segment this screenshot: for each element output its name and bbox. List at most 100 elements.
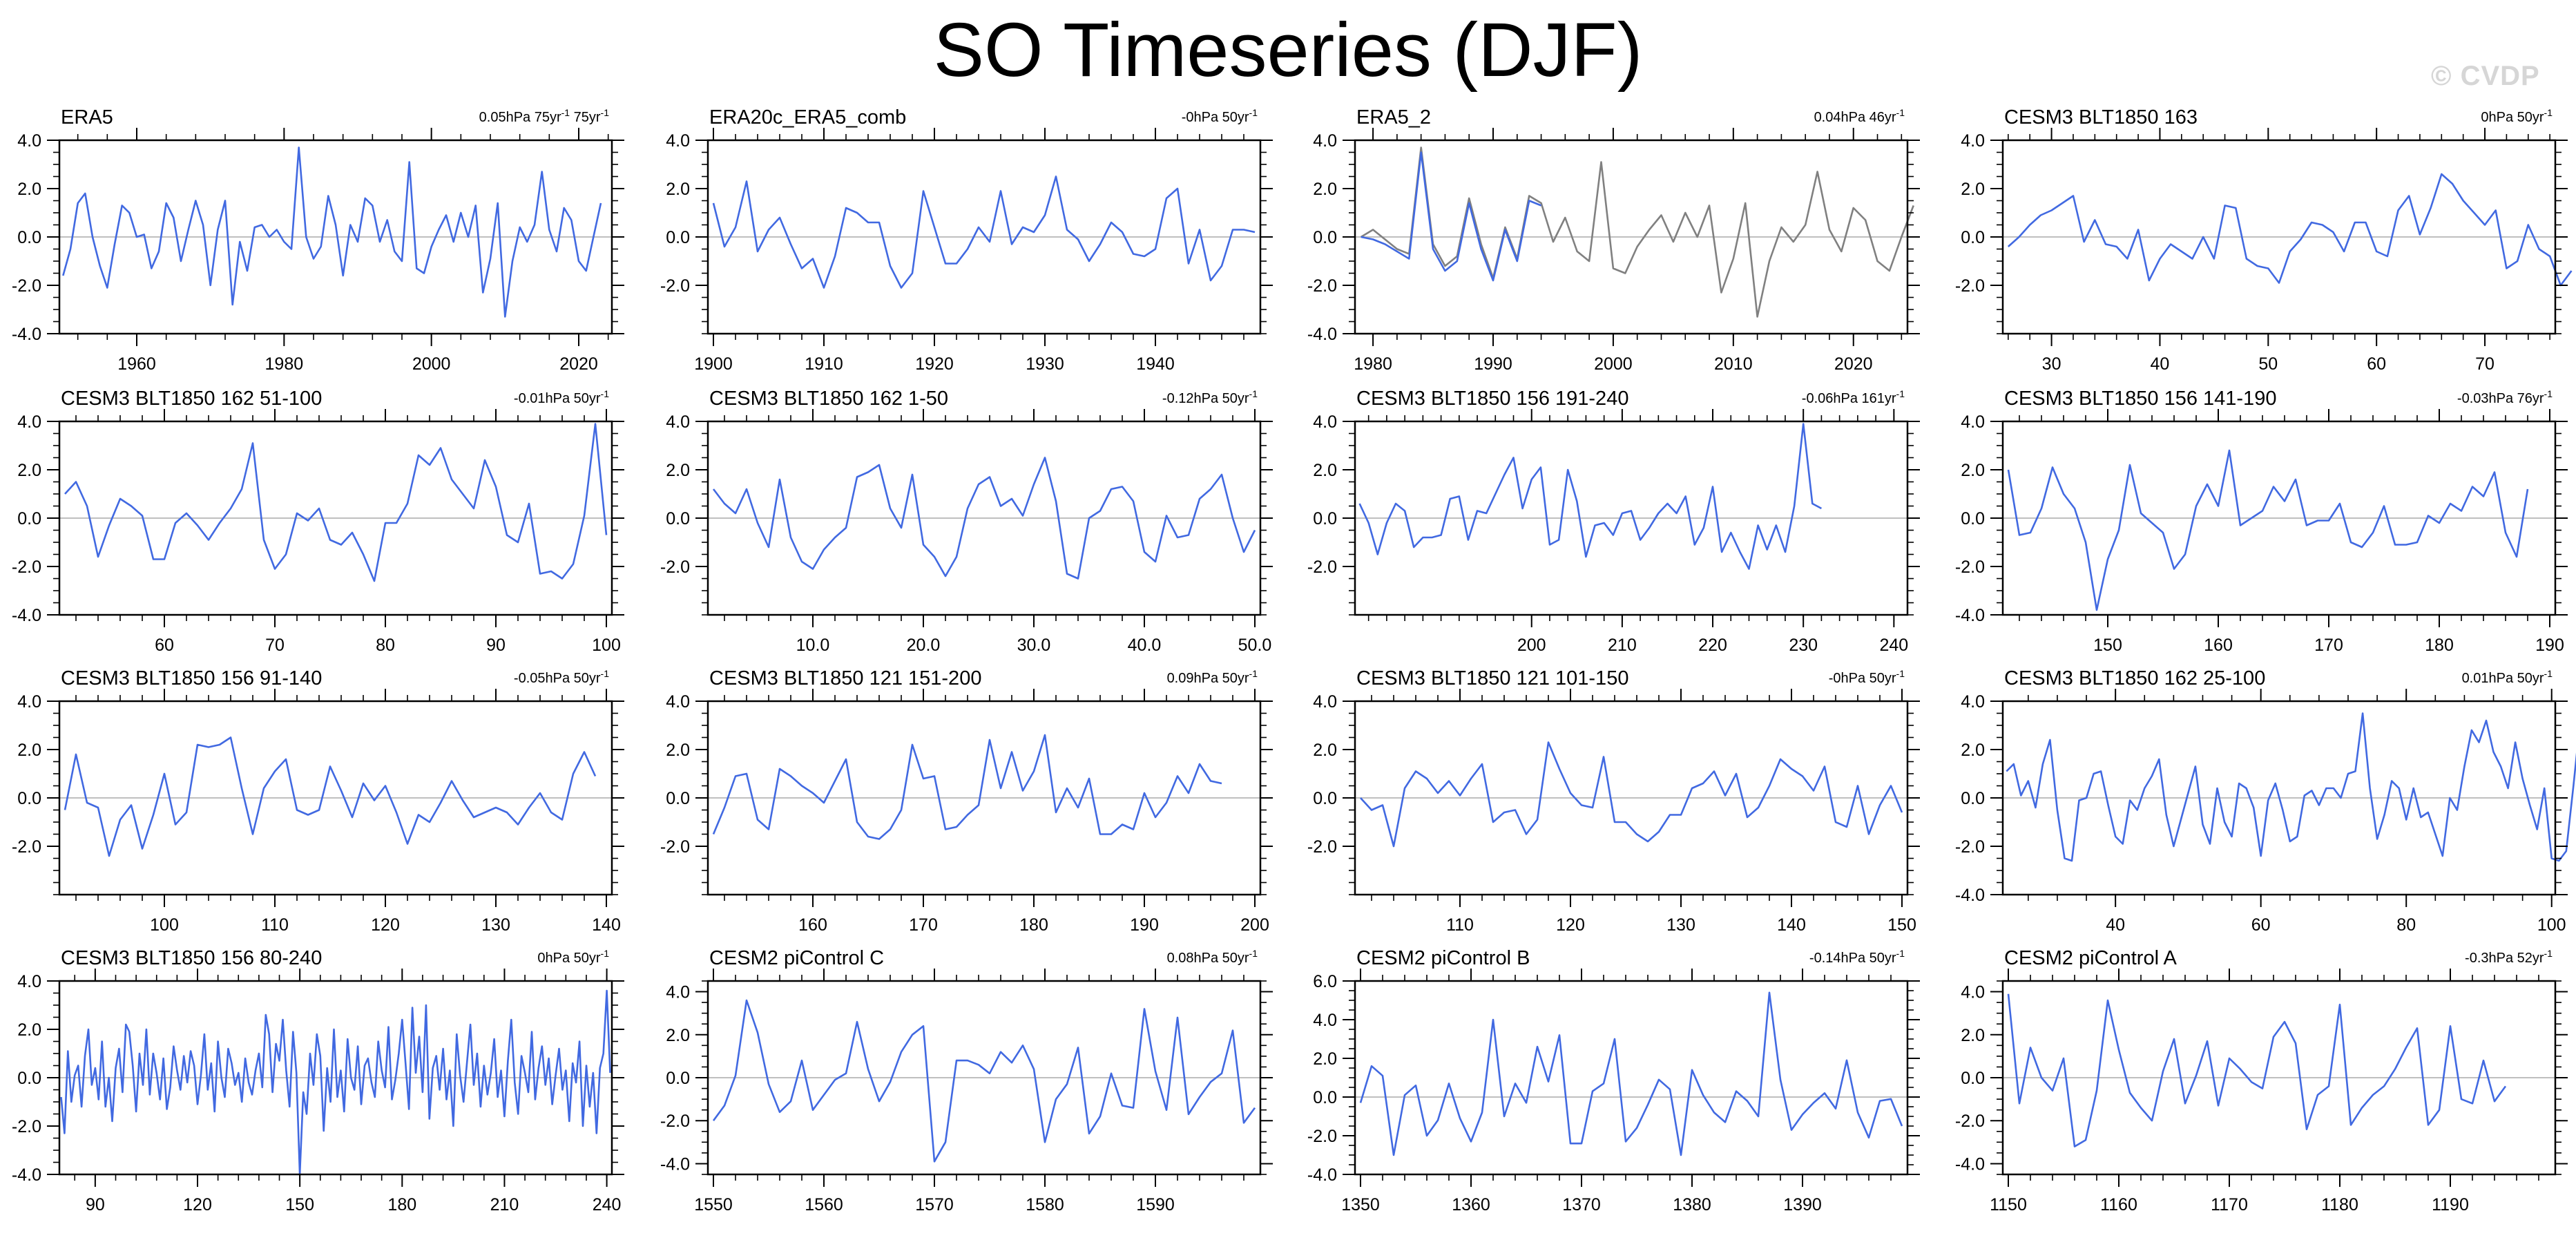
y-tick-label: 0.0 [1313, 228, 1337, 247]
x-tick-label: 1980 [265, 354, 304, 374]
y-tick-label: 0.0 [666, 1069, 690, 1088]
y-tick-label: 2.0 [666, 741, 690, 760]
x-tick-label: 1360 [1452, 1195, 1490, 1214]
series-line-1 [1358, 423, 1823, 570]
x-tick-label: 2010 [1714, 354, 1753, 374]
chart-panel-5: 60 70 80 90 100 -4.0 -2.0 0.0 2.0 4.0 CESM3 BLT185… [12, 388, 624, 655]
x-tick-label: 1900 [694, 354, 733, 374]
x-tick-label: 230 [1789, 636, 1818, 655]
x-tick-label: 1170 [2211, 1195, 2248, 1214]
x-tick-label: 120 [1556, 915, 1585, 935]
y-tick-label: 4.0 [1961, 983, 1985, 1002]
trend-label: -0.03hPa 76yr-1 [2457, 388, 2553, 406]
x-tick-label: 40 [2151, 354, 2170, 374]
x-tick-label: 160 [2204, 636, 2233, 655]
y-tick-label: -2.0 [1955, 1112, 1985, 1131]
x-tick-label: 100 [2537, 915, 2566, 935]
series-line-1 [64, 423, 608, 582]
y-tick-label: 4.0 [1961, 412, 1985, 432]
series-line-1 [2007, 449, 2529, 611]
y-tick-label: 2.0 [1313, 180, 1337, 199]
series-line-1 [2006, 712, 2576, 862]
chart-panel-4: 30 40 50 60 70 -2.0 0.0 2.0 4.0 CESM3 BLT1850 163… [1955, 106, 2573, 374]
x-tick-label: 180 [387, 1195, 416, 1214]
x-tick-label: 90 [486, 636, 506, 655]
y-tick-label: 4.0 [17, 972, 41, 991]
panel-title: CESM2 piControl C [709, 947, 884, 969]
y-tick-label: -2.0 [660, 1112, 690, 1131]
series-line-1 [2007, 173, 2573, 287]
series-line-1 [712, 175, 1256, 289]
x-tick-label: 170 [909, 915, 938, 935]
x-tick-label: 50.0 [1238, 636, 1272, 655]
chart-panel-8: 150 160 170 180 190 -4.0 -2.0 0.0 2.0 4.0 CESM3 BL… [1955, 388, 2568, 655]
y-tick-label: 4.0 [1961, 692, 1985, 712]
y-tick-label: 2.0 [17, 1020, 41, 1040]
y-tick-label: -2.0 [660, 276, 690, 296]
y-tick-label: 0.0 [17, 789, 41, 808]
chart-panel-2: 1900 1910 1920 1930 1940 -2.0 0.0 2.0 4.0 ERA20c_… [660, 106, 1273, 374]
y-tick-label: 0.0 [1961, 509, 1985, 528]
y-tick-label: 4.0 [1313, 692, 1337, 712]
y-tick-label: 2.0 [1313, 1049, 1337, 1069]
trend-label: 0.08hPa 50yr-1 [1167, 948, 1258, 966]
trend-label: -0.06hPa 161yr-1 [1802, 388, 1905, 406]
series-line-1 [712, 734, 1222, 840]
y-tick-label: -2.0 [1955, 837, 1985, 857]
y-tick-label: 6.0 [1313, 972, 1337, 991]
x-tick-label: 240 [593, 1195, 622, 1214]
x-tick-label: 30.0 [1017, 636, 1051, 655]
panel-title: CESM3 BLT1850 162 25-100 [2004, 667, 2265, 689]
x-tick-label: 210 [490, 1195, 519, 1214]
x-tick-label: 1940 [1136, 354, 1175, 374]
y-tick-label: 0.0 [1313, 789, 1337, 808]
y-tick-label: 0.0 [1961, 228, 1985, 247]
trend-label: -0.14hPa 50yr-1 [1809, 948, 1905, 966]
panel-title: CESM3 BLT1850 162 51-100 [61, 388, 322, 410]
x-tick-label: 120 [371, 915, 400, 935]
y-tick-label: -2.0 [1955, 276, 1985, 296]
x-tick-label: 150 [285, 1195, 314, 1214]
y-tick-label: -2.0 [12, 837, 41, 857]
y-tick-label: 4.0 [1313, 1011, 1337, 1030]
y-tick-label: 2.0 [1961, 180, 1985, 199]
series-line-1 [64, 736, 597, 857]
panel-title: CESM3 BLT1850 156 91-140 [61, 667, 322, 689]
x-tick-label: 70 [265, 636, 285, 655]
panel-title: CESM3 BLT1850 121 151-200 [709, 667, 981, 689]
x-tick-label: 120 [183, 1195, 212, 1214]
x-tick-label: 40.0 [1128, 636, 1162, 655]
series-line-1 [712, 457, 1256, 580]
y-tick-label: 2.0 [1961, 741, 1985, 760]
x-tick-label: 1350 [1341, 1195, 1380, 1214]
trend-label: -0.12hPa 50yr-1 [1162, 388, 1258, 406]
x-tick-label: 1980 [1354, 354, 1392, 374]
y-tick-label: -4.0 [1955, 1154, 1985, 1174]
trend-label: -0.3hPa 52yr-1 [2465, 948, 2553, 966]
cvdp-watermark: © CVDP [2431, 61, 2540, 91]
y-tick-label: -2.0 [1307, 276, 1337, 296]
x-tick-label: 1550 [694, 1195, 733, 1214]
x-tick-label: 150 [1887, 915, 1916, 935]
y-tick-label: 0.0 [666, 509, 690, 528]
panel-title: CESM3 BLT1850 156 191-240 [1356, 388, 1628, 410]
chart-panel-9: 100 110 120 130 140 -2.0 0.0 2.0 4.0 CESM3 BLT185… [12, 667, 624, 935]
y-tick-label: -2.0 [1955, 557, 1985, 577]
x-tick-label: 150 [2093, 636, 2122, 655]
y-tick-label: -2.0 [1307, 837, 1337, 857]
y-tick-label: -4.0 [12, 606, 41, 625]
x-tick-label: 40 [2106, 915, 2125, 935]
x-tick-label: 30 [2042, 354, 2061, 374]
x-tick-label: 100 [592, 636, 621, 655]
trend-label: 0hPa 50yr-1 [537, 948, 609, 966]
panel-title: ERA5_2 [1356, 106, 1431, 128]
y-tick-label: 4.0 [666, 983, 690, 1002]
y-tick-label: 2.0 [17, 180, 41, 199]
x-tick-label: 1580 [1026, 1195, 1064, 1214]
y-tick-label: 0.0 [1313, 509, 1337, 528]
y-tick-label: 4.0 [1961, 131, 1985, 151]
y-tick-label: 0.0 [666, 228, 690, 247]
x-tick-label: 2020 [559, 354, 598, 374]
x-tick-label: 10.0 [796, 636, 830, 655]
